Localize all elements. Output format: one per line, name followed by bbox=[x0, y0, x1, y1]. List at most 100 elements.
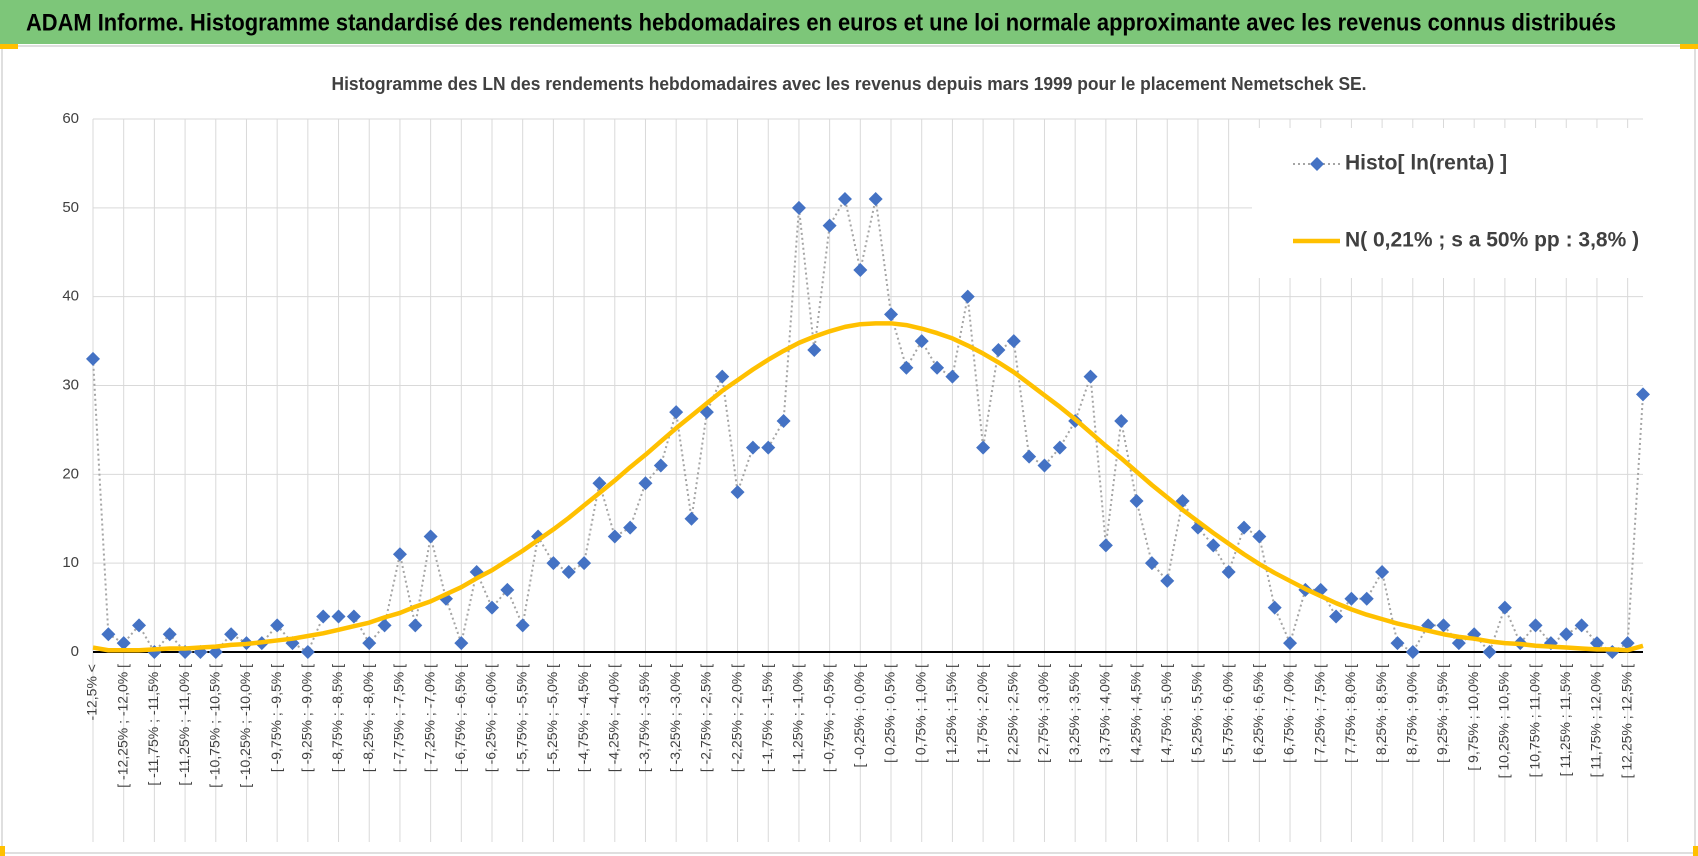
x-tick-label: [ -6,25% ; -6,0% [ bbox=[483, 664, 499, 772]
data-point bbox=[745, 440, 760, 455]
x-tick-label: [ -4,75% ; -4,5% [ bbox=[575, 664, 591, 772]
x-tick-label: [ -5,25% ; -5,0% [ bbox=[544, 664, 560, 772]
series-line bbox=[92, 321, 1644, 653]
data-point bbox=[1114, 414, 1129, 429]
header-bar bbox=[0, 0, 1698, 44]
data-point bbox=[1329, 609, 1344, 624]
x-tick-label: [ 12,25% ; 12,5% [ bbox=[1618, 664, 1634, 779]
data-point bbox=[1144, 556, 1159, 571]
data-point bbox=[1283, 636, 1298, 651]
x-tick-label: [ 1,75% ; 2,0% [ bbox=[974, 664, 990, 763]
data-point bbox=[776, 414, 791, 429]
x-tick-label: [ 9,75% ; 10,0% [ bbox=[1465, 664, 1481, 771]
data-point bbox=[1574, 618, 1589, 633]
data-point bbox=[162, 627, 177, 642]
data-point bbox=[316, 609, 331, 624]
data-point bbox=[1405, 645, 1420, 659]
x-tick-label: [ 8,25% ; 8,5% [ bbox=[1373, 664, 1389, 763]
x-tick-label: [ 4,75% ; 5,0% [ bbox=[1158, 664, 1174, 763]
data-point bbox=[653, 458, 668, 473]
corner bbox=[1693, 846, 1698, 856]
corner bbox=[0, 846, 5, 856]
data-point bbox=[1083, 369, 1098, 384]
data-point bbox=[1559, 627, 1574, 642]
data-point bbox=[362, 636, 377, 651]
data-point bbox=[500, 582, 515, 597]
x-tick-label: [ 3,25% ; 3,5% [ bbox=[1066, 664, 1082, 763]
data-point bbox=[715, 369, 730, 384]
data-point bbox=[561, 565, 576, 580]
corner bbox=[0, 44, 18, 49]
data-point bbox=[1436, 618, 1451, 633]
data-point bbox=[837, 191, 852, 206]
x-tick-label: [ 7,25% ; 7,5% [ bbox=[1311, 664, 1327, 763]
x-tick-label: [ -9,75% ; -9,5% [ bbox=[268, 664, 284, 772]
x-tick-label: [ 0,25% ; 0,5% [ bbox=[882, 664, 898, 763]
x-tick-label: [ 1,25% ; 1,5% [ bbox=[943, 664, 959, 763]
data-point bbox=[1390, 636, 1405, 651]
data-point bbox=[623, 520, 638, 535]
x-tick-label: [ 10,75% ; 11,0% [ bbox=[1526, 664, 1542, 777]
x-tick-label: [ -4,25% ; -4,0% [ bbox=[605, 664, 621, 772]
x-tick-label: [ 2,25% ; 2,5% [ bbox=[1004, 664, 1020, 763]
data-point bbox=[669, 405, 684, 420]
data-point bbox=[485, 600, 500, 615]
data-point bbox=[454, 636, 469, 651]
x-tick-label: [ 8,75% ; 9,0% [ bbox=[1404, 664, 1420, 763]
x-tick-label: [ -3,25% ; -3,0% [ bbox=[667, 664, 683, 772]
data-point bbox=[945, 369, 960, 384]
data-point bbox=[346, 609, 361, 624]
data-point bbox=[822, 218, 837, 233]
x-tick-label: [ 3,75% ; 4,0% [ bbox=[1097, 664, 1113, 763]
corner bbox=[1680, 44, 1698, 49]
x-tick-label: [ -2,75% ; -2,5% [ bbox=[698, 664, 714, 772]
x-tick-label: [ 6,25% ; 6,5% [ bbox=[1250, 664, 1266, 763]
x-tick-label: [ -7,75% ; -7,5% [ bbox=[391, 664, 407, 772]
data-point bbox=[991, 342, 1006, 357]
x-tick-label: [ -10,75% ; -10,5% [ bbox=[206, 664, 222, 788]
data-point bbox=[791, 200, 806, 215]
x-tick-label: [ -8,25% ; -8,0% [ bbox=[360, 664, 376, 772]
data-point bbox=[868, 191, 883, 206]
data-point bbox=[392, 547, 407, 562]
data-point bbox=[930, 360, 945, 375]
data-point bbox=[607, 529, 622, 544]
data-point bbox=[546, 556, 561, 571]
data-point bbox=[761, 440, 776, 455]
data-point bbox=[1129, 493, 1144, 508]
x-tick-label: [ 0,75% ; 1,0% [ bbox=[912, 664, 928, 763]
data-point bbox=[1206, 538, 1221, 553]
y-tick-label: 10 bbox=[62, 554, 79, 571]
data-point bbox=[116, 636, 131, 651]
x-tick-label: [ 11,75% ; 12,0% [ bbox=[1588, 664, 1604, 777]
legend-swatch bbox=[1310, 157, 1324, 171]
x-tick-label: [ -3,75% ; -3,5% [ bbox=[636, 664, 652, 772]
data-point bbox=[331, 609, 346, 624]
data-point bbox=[960, 289, 975, 304]
data-point bbox=[976, 440, 991, 455]
data-point bbox=[577, 556, 592, 571]
data-point bbox=[884, 307, 899, 322]
chart-title: Histogramme des LN des rendements hebdom… bbox=[332, 74, 1367, 94]
x-tick-label: [ -9,25% ; -9,0% [ bbox=[299, 664, 315, 772]
data-point bbox=[592, 476, 607, 491]
x-tick-label: [ -0,25% ; 0,0% [ bbox=[851, 664, 867, 768]
data-point bbox=[101, 627, 116, 642]
legend-box bbox=[1252, 128, 1662, 278]
x-tick-label: [ 5,75% ; 6,0% [ bbox=[1219, 664, 1235, 763]
legend-label: N( 0,21% ; s a 50% pp : 3,8% ) bbox=[1345, 229, 1639, 252]
data-point bbox=[1252, 529, 1267, 544]
data-point bbox=[1482, 645, 1497, 659]
x-tick-label: -12,5% < bbox=[84, 664, 100, 720]
data-point bbox=[86, 351, 100, 366]
x-tick-label: [ 4,25% ; 4,5% [ bbox=[1127, 664, 1143, 763]
header-title: ADAM Informe. Histogramme standardisé de… bbox=[26, 9, 1616, 36]
data-point bbox=[1160, 573, 1175, 588]
data-point bbox=[1006, 334, 1021, 349]
data-point bbox=[684, 511, 699, 526]
data-point bbox=[1375, 565, 1390, 580]
data-point bbox=[730, 485, 745, 500]
x-tick-label: [ -8,75% ; -8,5% [ bbox=[329, 664, 345, 772]
data-point bbox=[1497, 600, 1512, 615]
y-tick-label: 60 bbox=[62, 110, 79, 127]
